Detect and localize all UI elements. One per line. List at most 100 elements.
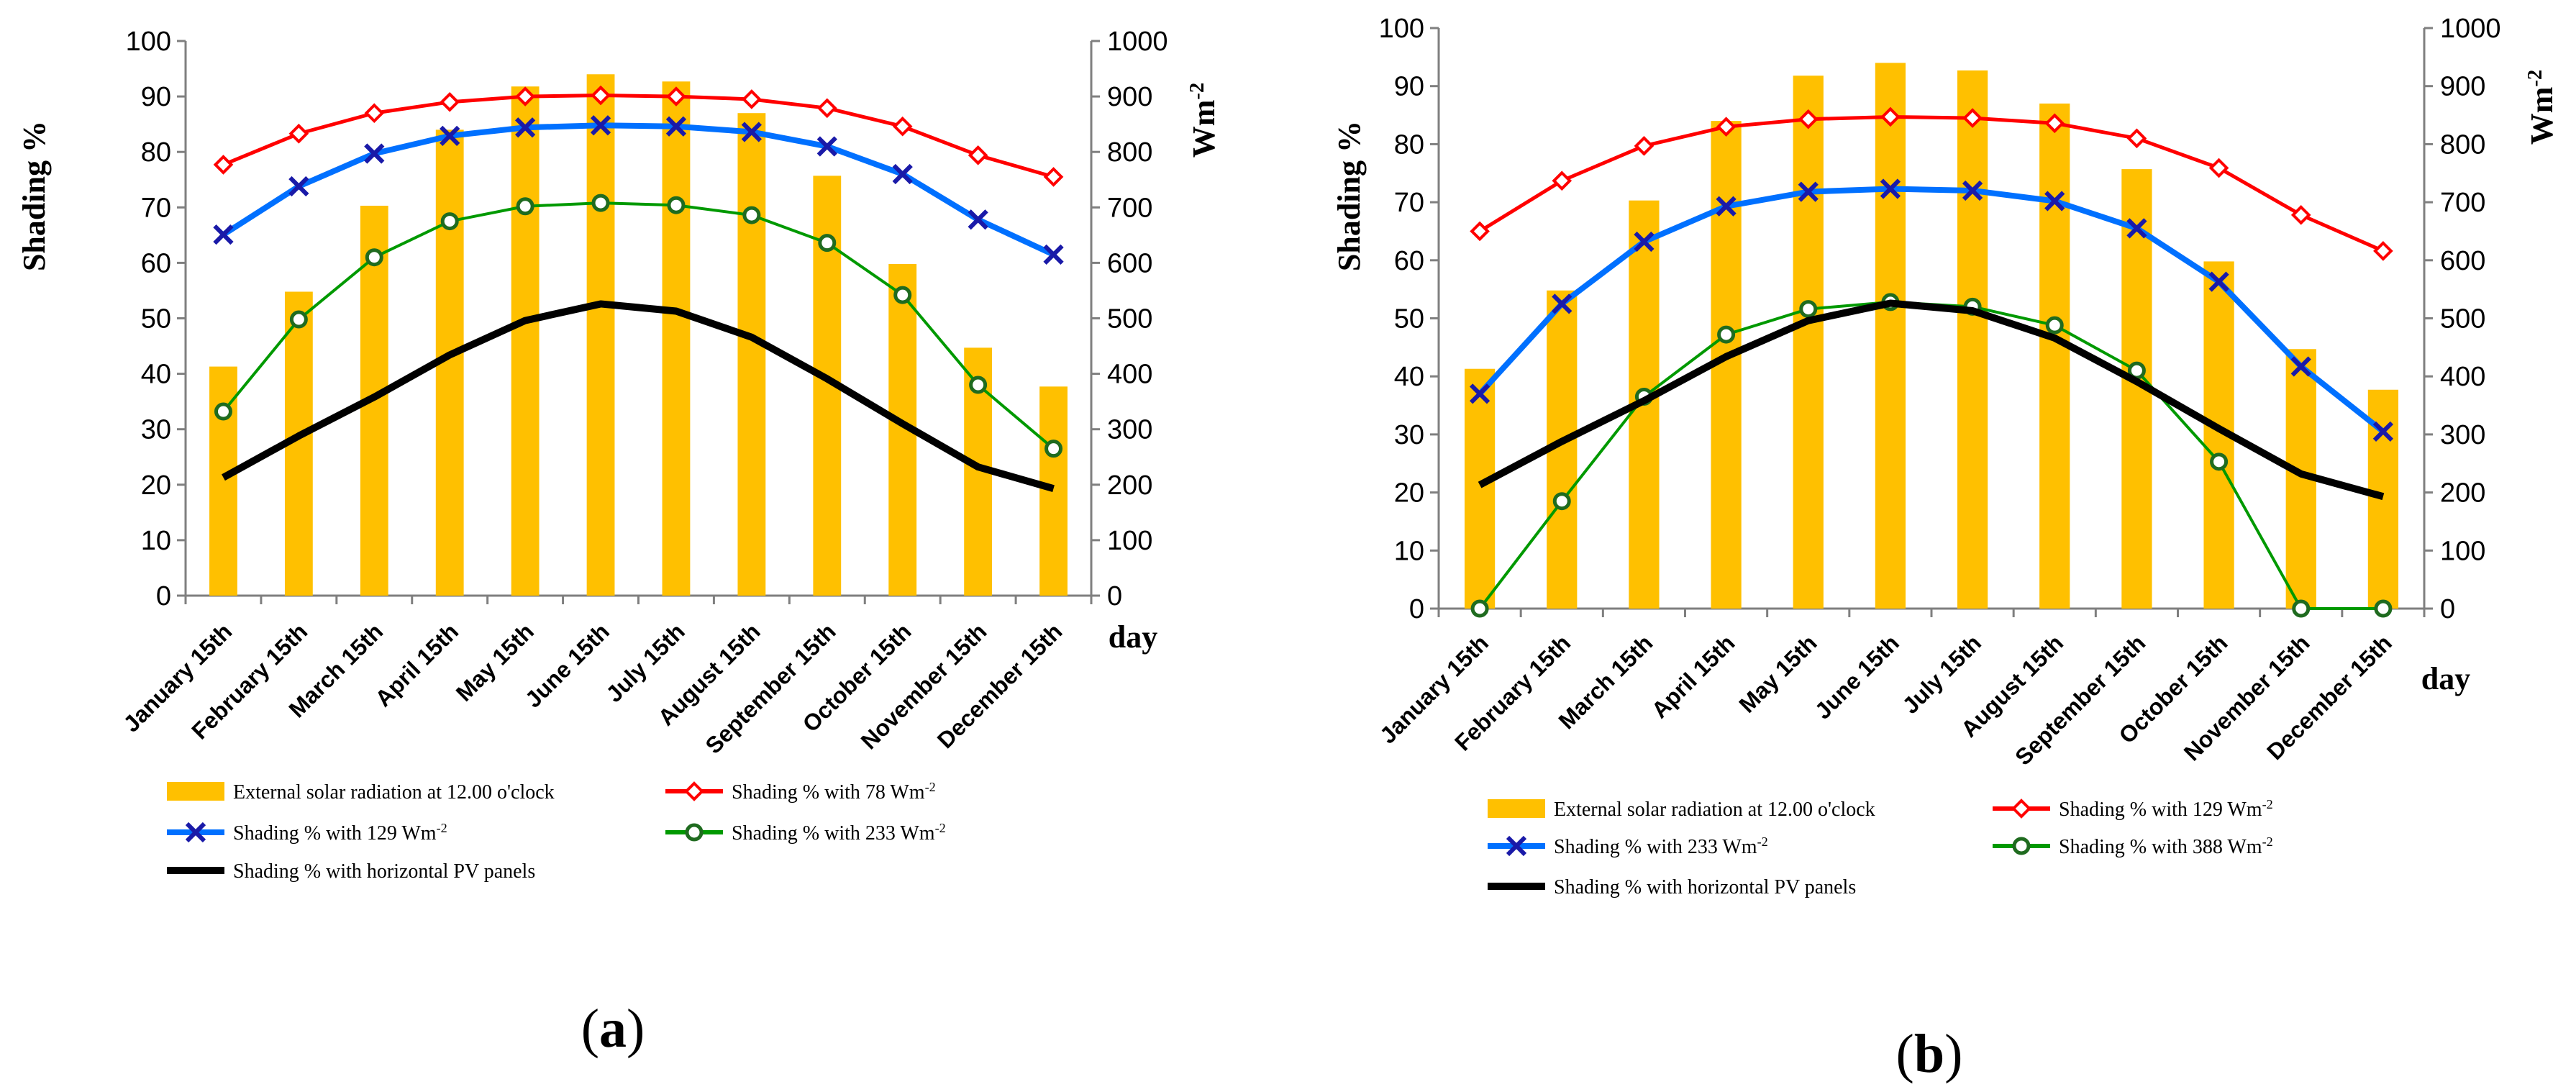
legend-label: Shading % with 233 Wm-2 — [732, 821, 946, 845]
y-tick-label-left: 100 — [126, 27, 171, 57]
data-point — [1552, 170, 1573, 191]
y-tick-label-right: 500 — [2440, 304, 2485, 335]
y-tick-label-right: 600 — [2440, 246, 2485, 276]
data-point — [2292, 599, 2311, 618]
legend-label: Shading % with horizontal PV panels — [1554, 876, 1856, 898]
legend-label: External solar radiation at 12.00 o'cloc… — [1554, 798, 1875, 821]
bar — [1875, 63, 1906, 609]
chart-panel-a: 0102030405060708090100010020030040050060… — [17, 27, 1221, 883]
y-tick-label-right: 0 — [1107, 581, 1122, 611]
data-point — [1880, 106, 1901, 127]
series-line — [222, 201, 1055, 450]
y-tick-label-right: 700 — [2440, 188, 2485, 218]
y-tick-label-right: 800 — [1107, 137, 1152, 168]
y-tick-label-right: 100 — [1107, 526, 1152, 556]
bar — [511, 86, 540, 596]
data-point — [1043, 244, 1064, 265]
data-point — [2126, 128, 2147, 149]
y-tick-label-left: 90 — [1394, 72, 1424, 102]
y-tick-label-left: 20 — [141, 470, 171, 501]
data-point — [1880, 178, 1901, 199]
data-point — [742, 206, 761, 224]
legend-label: Shading % with 129 Wm-2 — [233, 821, 447, 845]
data-point — [741, 122, 763, 142]
y-axis-title-left: Shading % — [1332, 121, 1367, 271]
legend-marker — [685, 823, 704, 842]
data-point — [742, 89, 762, 109]
y-tick-label-left: 10 — [141, 526, 171, 556]
data-point — [666, 86, 686, 106]
y-tick-label-right: 200 — [2440, 478, 2485, 509]
x-tick-label: May 15th — [1734, 629, 1821, 717]
data-point — [2208, 271, 2229, 292]
y-tick-label-right: 100 — [2440, 536, 2485, 566]
data-point — [1470, 599, 1489, 618]
y-tick-label-right: 0 — [2440, 594, 2455, 624]
series-line — [222, 300, 1055, 493]
bar — [1464, 368, 1496, 609]
y-tick-label-left: 70 — [141, 193, 171, 223]
legend-marker — [185, 822, 206, 843]
y-axis-title-right: Wm-2 — [2524, 70, 2560, 145]
legend-item: Shading % with 233 Wm-2 — [1488, 834, 1768, 858]
y-tick-label-right: 300 — [2440, 420, 2485, 450]
data-point — [1044, 440, 1063, 458]
data-point — [2126, 218, 2147, 239]
data-point — [214, 402, 232, 421]
x-axis-title: day — [1109, 619, 1157, 655]
y-tick-label-right: 400 — [1107, 360, 1152, 390]
y-tick-label-left: 90 — [141, 82, 171, 112]
y-tick-label-right: 200 — [1107, 470, 1152, 501]
legend-marker — [2011, 798, 2031, 819]
x-tick-label: June 15th — [1810, 629, 1904, 724]
series-line — [1478, 300, 2383, 610]
legend-item: Shading % with 129 Wm-2 — [167, 821, 447, 845]
x-tick-label: November 15th — [856, 618, 992, 754]
data-point — [591, 85, 611, 106]
y-tick-label-right: 800 — [2440, 129, 2485, 160]
legend-label: Shading % with horizontal PV panels — [233, 860, 535, 883]
x-tick-label: July 15th — [1897, 629, 1986, 719]
data-point — [440, 212, 459, 231]
y-axis-title-right: Wm-2 — [1186, 83, 1222, 158]
data-point — [1552, 492, 1571, 511]
legend-item: Shading % with horizontal PV panels — [1488, 876, 1856, 898]
chart-panel-b: 0102030405060708090100010020030040050060… — [1332, 14, 2559, 898]
data-point — [969, 376, 988, 394]
y-tick-label-left: 30 — [1394, 420, 1424, 450]
data-point — [818, 234, 837, 252]
legend-item: Shading % with 129 Wm-2 — [1993, 797, 2273, 821]
legend-label: Shading % with 129 Wm-2 — [2059, 797, 2273, 821]
data-point — [968, 209, 988, 230]
data-point — [288, 176, 309, 197]
y-tick-label-right: 900 — [1107, 82, 1152, 112]
y-tick-label-right: 400 — [2440, 362, 2485, 392]
data-point — [515, 117, 536, 138]
legend-label: Shading % with 78 Wm-2 — [732, 780, 936, 804]
series-line — [1478, 114, 2384, 253]
data-point — [288, 123, 309, 144]
legend-swatch — [167, 782, 224, 801]
data-point — [2372, 421, 2394, 442]
y-tick-label-right: 900 — [2440, 72, 2485, 102]
bar — [1957, 70, 1988, 609]
data-point — [440, 125, 460, 146]
data-point — [365, 248, 383, 267]
y-tick-label-right: 1000 — [1107, 27, 1168, 57]
data-point — [2374, 599, 2393, 618]
data-point — [816, 98, 837, 119]
data-point — [364, 103, 385, 124]
data-point — [590, 115, 611, 136]
x-tick-label: April 15th — [370, 618, 463, 711]
data-point — [1552, 294, 1573, 314]
data-point — [440, 91, 460, 112]
data-point — [516, 197, 534, 216]
legend-item: Shading % with 388 Wm-2 — [1993, 834, 2273, 858]
y-tick-label-left: 0 — [1409, 594, 1424, 624]
bar — [1039, 386, 1068, 596]
data-point — [1962, 108, 1983, 128]
y-tick-label-left: 60 — [141, 248, 171, 278]
legend-label: Shading % with 388 Wm-2 — [2059, 834, 2273, 858]
bar — [662, 81, 691, 596]
